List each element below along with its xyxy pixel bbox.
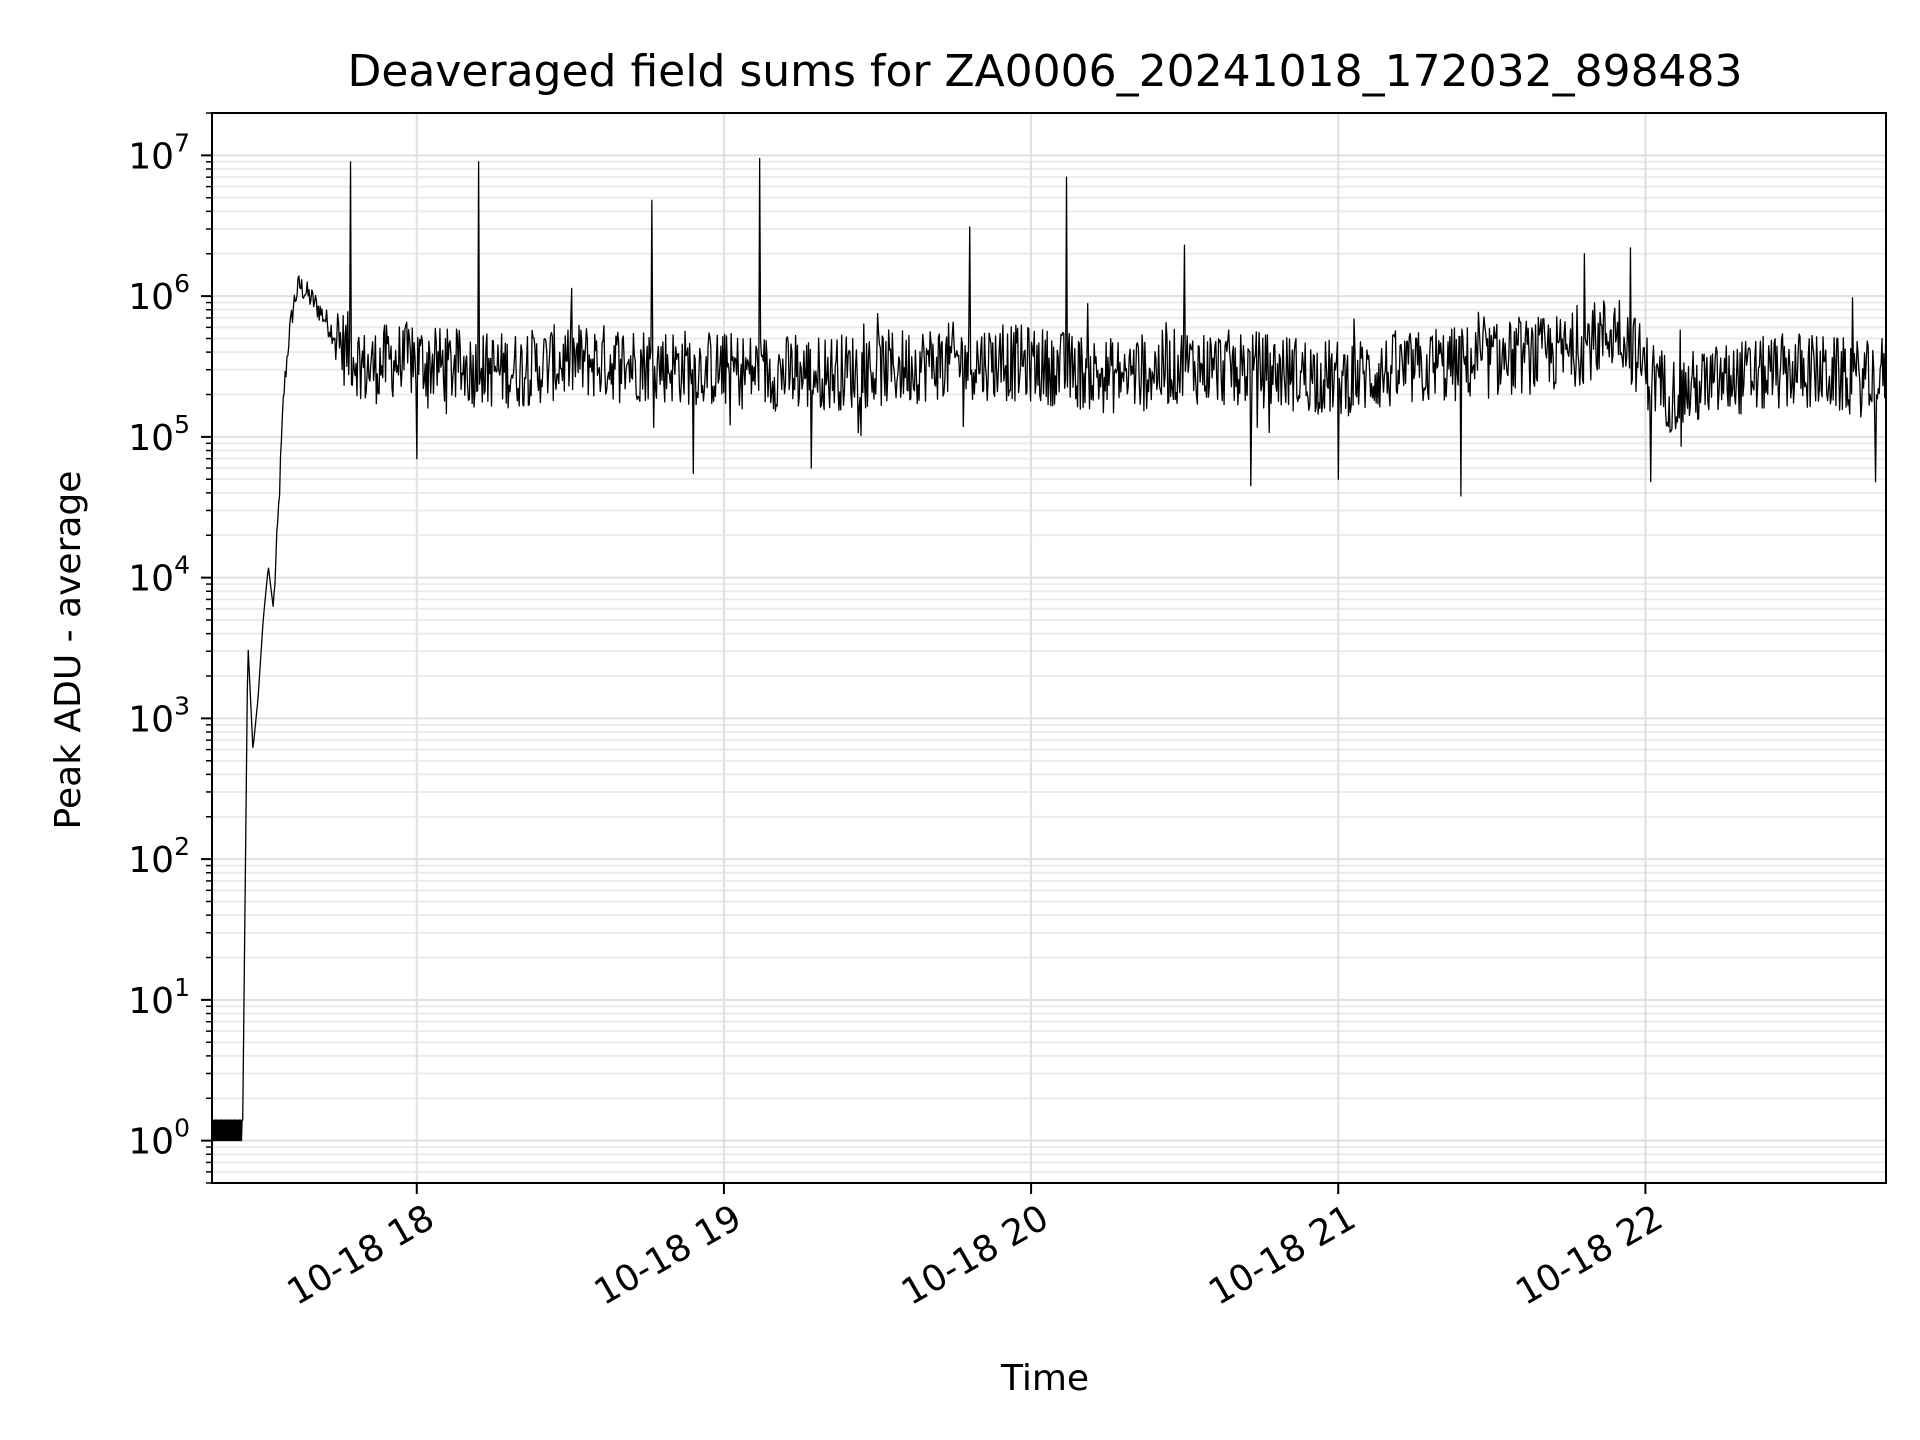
y-tick-label: 106: [128, 269, 190, 318]
plot-area: [211, 157, 1887, 1142]
grid-lines: [212, 112, 1886, 1184]
y-tick-label: 107: [128, 128, 190, 177]
y-tick-label: 101: [128, 973, 190, 1022]
y-tick-label: 104: [128, 551, 190, 600]
axes-frame: [211, 112, 1887, 1184]
y-axis-ticks: 100 101 102 103 104 105 106 107: [128, 112, 212, 1184]
y-axis-label: Peak ADU - average: [48, 471, 89, 830]
y-tick-label: 103: [128, 691, 190, 740]
series-line: [211, 157, 1887, 1142]
chart-title: Deaveraged field sums for ZA0006_2024101…: [347, 46, 1742, 97]
y-tick-label: 100: [128, 1114, 190, 1163]
y-tick-label: 105: [128, 410, 190, 459]
x-axis-label: Time: [1000, 1358, 1089, 1399]
y-tick-label: 102: [128, 832, 190, 881]
